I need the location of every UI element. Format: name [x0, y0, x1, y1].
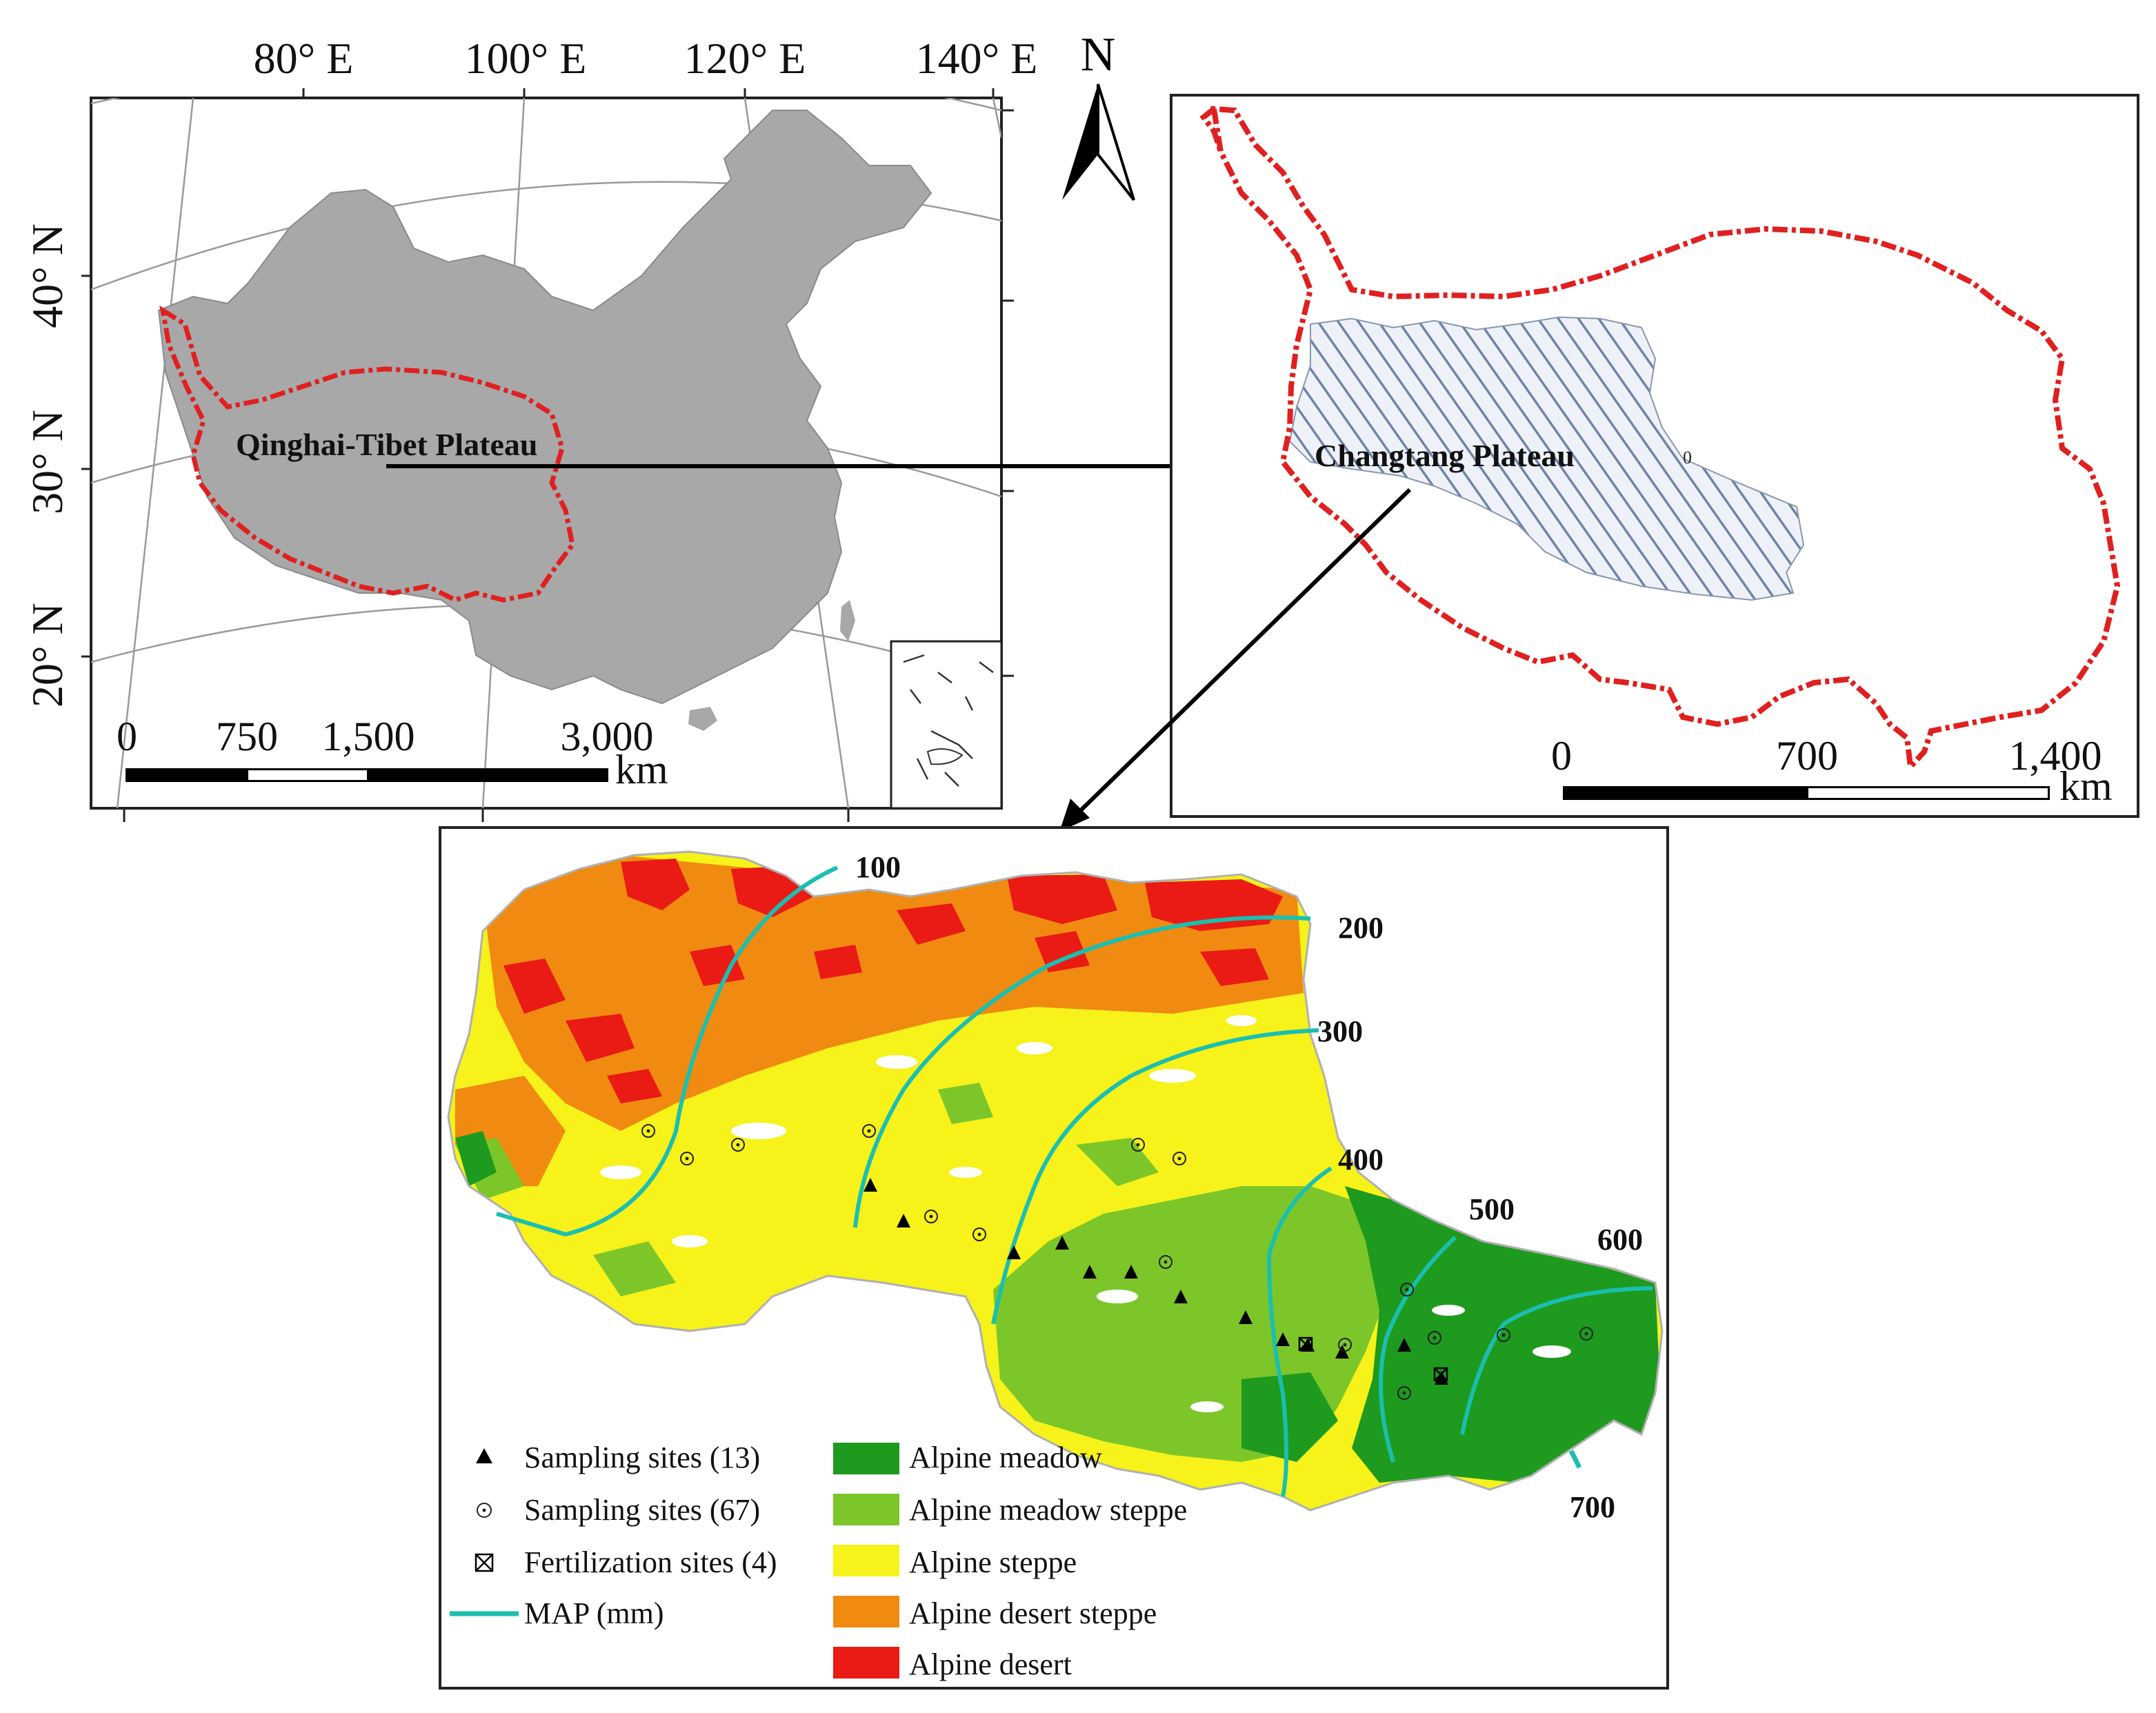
isohyet-label-300: 300 [1317, 1014, 1363, 1048]
swatch-alpine-meadow [833, 1443, 899, 1474]
sampling-sites-67-centers [646, 1129, 1588, 1395]
qinghai-tibet-label: Qinghai-Tibet Plateau [236, 427, 537, 462]
scale-tick-0: 0 [117, 714, 137, 759]
legend-alpine-desert-steppe: Alpine desert steppe [909, 1596, 1157, 1630]
swatch-alpine-steppe [833, 1545, 899, 1576]
plateau-small-mark: 0 [1683, 448, 1692, 468]
south-china-sea-inset [890, 640, 1003, 810]
alpine-desert-steppe-zone [483, 855, 1304, 1131]
north-label: N [1081, 28, 1116, 81]
plateau-scale-bar: 0 700 1,400 km [1551, 733, 2113, 809]
swatch-alpine-desert [833, 1647, 899, 1679]
fertilization-sites [1298, 1336, 1448, 1382]
isohyet-label-500: 500 [1469, 1192, 1515, 1226]
qinghai-tibet-boundary [159, 305, 575, 603]
north-arrow-right-half [1097, 83, 1135, 201]
arrow-to-study-area [1059, 488, 1412, 832]
study-area-outline [447, 850, 1664, 1512]
taiwan-island [840, 600, 855, 641]
dotted-circle-icon [477, 1503, 492, 1518]
north-arrow: N [1062, 28, 1135, 201]
isohyet-label-200: 200 [1338, 911, 1384, 945]
sampling-sites-13 [864, 1178, 1448, 1385]
scale-unit-km: km [615, 747, 668, 792]
crossed-box-icon [475, 1553, 494, 1572]
latitude-label-30n: 30° N [23, 410, 72, 514]
plateau-scale-unit: km [2059, 763, 2113, 809]
plateau-map-panel: Changtang Plateau 0 0 700 1,400 km [1170, 94, 2139, 818]
legend-alpine-desert: Alpine desert [909, 1647, 1072, 1681]
longitude-label-100e: 100° E [465, 34, 587, 83]
china-map-panel: 80° E 100° E 120° E 140° E 40° N 30° N 2… [23, 34, 1037, 822]
scale-tick-3000: 3,000 [561, 714, 654, 759]
longitude-label-120e: 120° E [684, 34, 806, 83]
scale-tick-750: 750 [216, 714, 278, 759]
latitude-label-40n: 40° N [23, 223, 72, 328]
isohyet-600 [1460, 1286, 1653, 1435]
triangle-icon [476, 1448, 492, 1463]
isohyet-400 [1266, 1166, 1332, 1497]
changtang-label: Changtang Plateau [1315, 438, 1575, 473]
isohyet-label-100: 100 [855, 850, 901, 884]
legend-fertilization-sites: Fertilization sites (4) [524, 1545, 777, 1579]
legend-alpine-steppe: Alpine steppe [909, 1545, 1077, 1579]
swatch-alpine-desert-steppe [833, 1596, 899, 1627]
china-scale-bar: 0 750 1,500 3,000 km [117, 714, 668, 792]
isohyet-700 [1568, 1450, 1582, 1469]
swatch-alpine-meadow-steppe [833, 1494, 899, 1525]
scale-tick-1500: 1,500 [322, 714, 415, 759]
plateau-scale-tick-1400: 1,400 [2009, 733, 2102, 779]
isohyet-label-600: 600 [1597, 1223, 1643, 1256]
legend-alpine-meadow: Alpine meadow [909, 1441, 1102, 1474]
axis-ticks [81, 88, 1014, 822]
plateau-boundary [1210, 106, 2121, 774]
longitude-label-80e: 80° E [254, 34, 354, 83]
isohyet-200 [853, 915, 1311, 1228]
legend-alpine-meadow-steppe: Alpine meadow steppe [909, 1493, 1187, 1527]
isohyet-label-700: 700 [1570, 1490, 1615, 1524]
north-arrow-left-half [1062, 84, 1098, 200]
sampling-sites-67 [641, 1124, 1593, 1400]
legend-map-mm: MAP (mm) [524, 1596, 664, 1630]
isohyet-100 [496, 865, 839, 1237]
legend-sampling-sites-67: Sampling sites (67) [524, 1493, 760, 1527]
legend-sampling-sites-13: Sampling sites (13) [524, 1441, 760, 1474]
study-map-panel: 100 200 300 400 500 600 700 [439, 826, 1669, 1690]
non-vegetated-patches [600, 1015, 1571, 1412]
legend: Sampling sites (13) Sampling sites (67) … [450, 1441, 1187, 1681]
isohyet-label-400: 400 [1338, 1143, 1384, 1176]
changtang-hatched-region [1288, 316, 1805, 601]
plateau-scale-tick-700: 700 [1776, 733, 1838, 779]
plateau-scale-tick-0: 0 [1551, 733, 1572, 779]
longitude-label-140e: 140° E [916, 34, 1038, 83]
latitude-label-20n: 20° N [23, 603, 72, 708]
isohyet-500 [1379, 1235, 1457, 1463]
hainan-island [688, 707, 717, 731]
